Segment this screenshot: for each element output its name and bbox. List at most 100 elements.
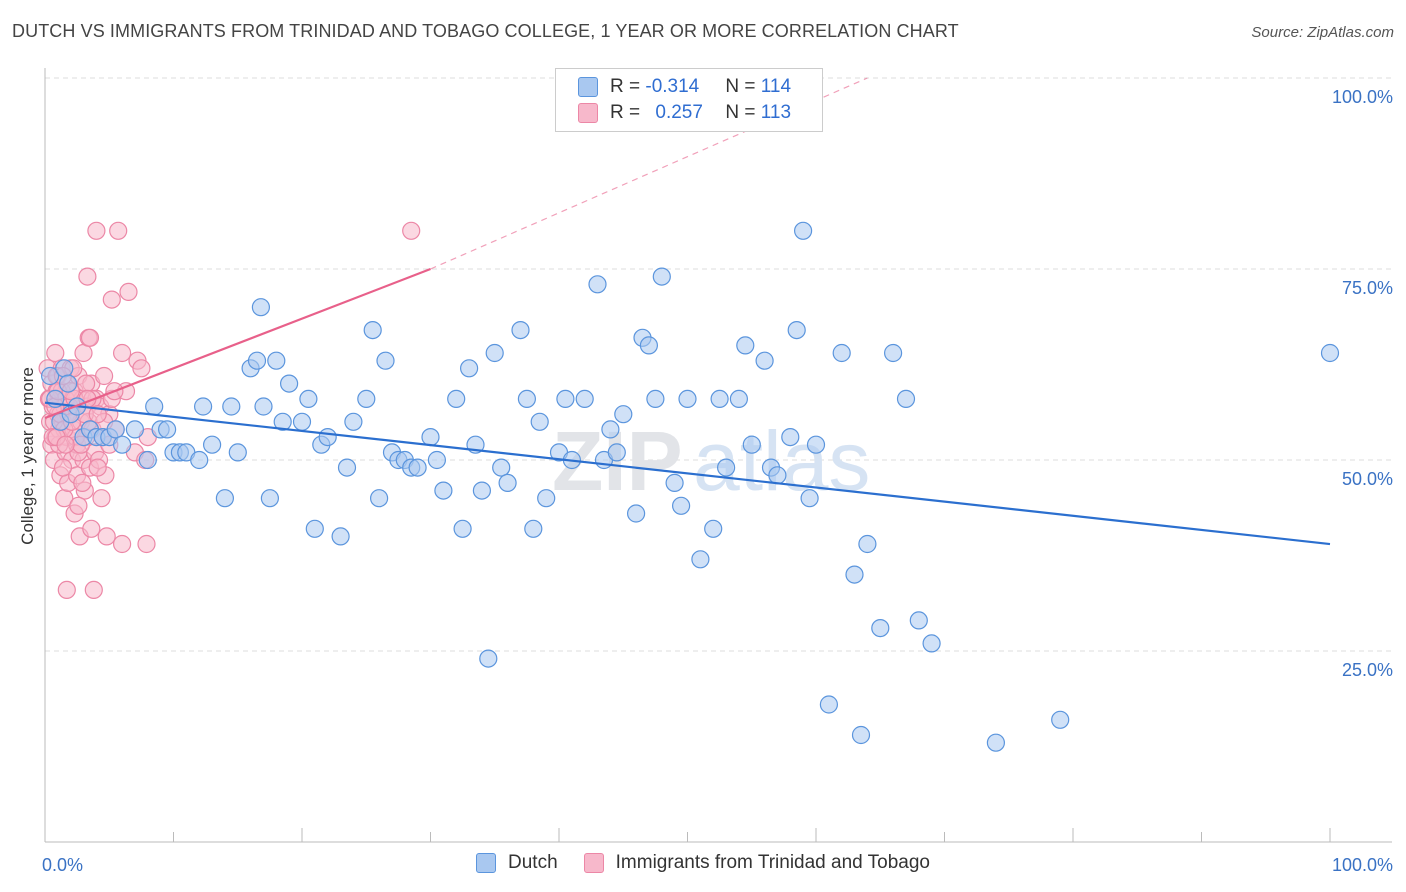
y-tick-label-3: 100.0% <box>1332 87 1393 107</box>
dutch-point-74 <box>588 275 607 294</box>
dutch-point-33 <box>267 351 286 370</box>
dutch-point-107 <box>871 618 890 638</box>
dutch-point-79 <box>626 504 646 523</box>
dutch-point-84 <box>665 473 684 492</box>
dutch-point-63 <box>492 458 511 477</box>
trinidad-point-51 <box>87 221 106 240</box>
dutch-point-0 <box>40 366 60 386</box>
trinidad-point-104 <box>137 534 156 554</box>
dutch-point-106 <box>858 534 877 554</box>
dutch-swatch <box>578 77 598 97</box>
dutch-point-44 <box>357 389 376 408</box>
dutch-point-111 <box>922 634 941 653</box>
dutch-n-label: N = <box>725 76 761 97</box>
dutch-point-61 <box>479 649 498 668</box>
dutch-point-18 <box>158 420 177 439</box>
legend-row-trinidad: R = 0.257 N = 113 <box>578 101 791 125</box>
trinidad-point-48 <box>84 580 103 600</box>
dutch-point-25 <box>215 489 234 508</box>
dutch-point-102 <box>819 695 839 714</box>
source-brand: ZipAtlas.com <box>1307 24 1394 41</box>
trinidad-trend-line <box>44 267 431 420</box>
dutch-point-103 <box>832 343 851 363</box>
y-tick-label-2: 75.0% <box>1342 278 1393 298</box>
dutch-legend-swatch <box>476 853 496 873</box>
dutch-point-26 <box>222 397 241 416</box>
dutch-point-40 <box>318 428 337 447</box>
source-credit: Source: ZipAtlas.com <box>1251 24 1394 41</box>
dutch-point-57 <box>453 519 472 538</box>
dutch-point-96 <box>768 466 787 485</box>
legend-row-dutch: R = -0.314 N = 114 <box>578 75 791 99</box>
dutch-point-45 <box>363 321 382 340</box>
dutch-point-76 <box>601 420 620 439</box>
dutch-point-89 <box>710 389 729 408</box>
trinidad-point-99 <box>57 580 76 600</box>
trinidad-point-42 <box>78 267 97 286</box>
trinidad-n-value: 113 <box>760 102 792 123</box>
dutch-point-27 <box>228 443 247 462</box>
source-prefix: Source: <box>1251 24 1308 41</box>
dutch-point-12 <box>106 420 125 439</box>
y-tick-label-1: 50.0% <box>1342 469 1393 489</box>
watermark-atlas: atlas <box>693 414 870 508</box>
dutch-point-31 <box>251 298 270 317</box>
dutch-point-108 <box>883 343 903 363</box>
trinidad-n-label: N = <box>725 102 761 123</box>
trinidad-point-100 <box>69 496 88 515</box>
trend-lines <box>44 77 1331 546</box>
trinidad-legend-swatch <box>583 853 604 873</box>
trinidad-point-82 <box>73 473 92 492</box>
dutch-r-value: -0.314 <box>645 76 700 97</box>
dutch-point-86 <box>678 389 697 408</box>
dutch-point-62 <box>485 343 504 363</box>
dutch-point-46 <box>370 489 389 508</box>
dutch-point-81 <box>639 336 659 355</box>
dutch-point-23 <box>194 397 213 416</box>
series-legend: Dutch Immigrants from Trinidad and Tobag… <box>476 852 956 874</box>
trinidad-point-63 <box>109 221 128 240</box>
trinidad-point-56 <box>94 366 114 386</box>
dutch-point-71 <box>556 389 575 408</box>
dutch-point-110 <box>909 611 928 630</box>
trinidad-point-7 <box>46 343 65 363</box>
dutch-point-83 <box>652 267 671 286</box>
dutch-point-54 <box>427 450 446 470</box>
dutch-point-14 <box>125 420 144 439</box>
dutch-point-73 <box>575 389 594 408</box>
x-tick-label-right: 100.0% <box>1332 855 1393 875</box>
axes <box>44 68 1392 843</box>
trinidad-point-66 <box>119 282 138 301</box>
dutch-point-112 <box>986 733 1006 752</box>
dutch-point-90 <box>716 458 736 477</box>
dutch-point-13 <box>112 435 132 454</box>
trinidad-point-46 <box>82 519 101 538</box>
dutch-point-29 <box>247 351 267 370</box>
dutch-point-53 <box>421 428 440 447</box>
trinidad-point-54 <box>92 489 111 508</box>
dutch-point-98 <box>787 321 806 340</box>
dutch-point-67 <box>524 519 543 538</box>
dutch-point-60 <box>472 481 491 500</box>
trinidad-point-58 <box>97 527 116 546</box>
dutch-legend-label: Dutch <box>508 852 558 873</box>
y-axis-title: College, 1 year or more <box>18 367 37 545</box>
dutch-point-94 <box>755 351 774 370</box>
trinidad-point-83 <box>76 374 96 393</box>
x-tick-label-left: 0.0% <box>42 855 83 875</box>
dutch-r-label: R = <box>610 76 646 97</box>
trinidad-point-76 <box>53 458 73 477</box>
dutch-point-99 <box>793 221 813 240</box>
dutch-point-43 <box>344 412 363 431</box>
trinidad-point-69 <box>132 359 151 378</box>
y-tick-label-0: 25.0% <box>1342 660 1393 680</box>
dutch-point-58 <box>460 359 479 378</box>
dutch-point-68 <box>530 412 549 431</box>
dutch-point-97 <box>781 428 800 447</box>
dutch-point-35 <box>280 374 299 393</box>
dutch-point-56 <box>447 389 466 408</box>
chart-title: DUTCH VS IMMIGRANTS FROM TRINIDAD AND TO… <box>12 21 959 41</box>
dutch-point-87 <box>691 550 710 569</box>
dutch-point-38 <box>305 519 324 538</box>
dutch-point-114 <box>1320 343 1340 363</box>
